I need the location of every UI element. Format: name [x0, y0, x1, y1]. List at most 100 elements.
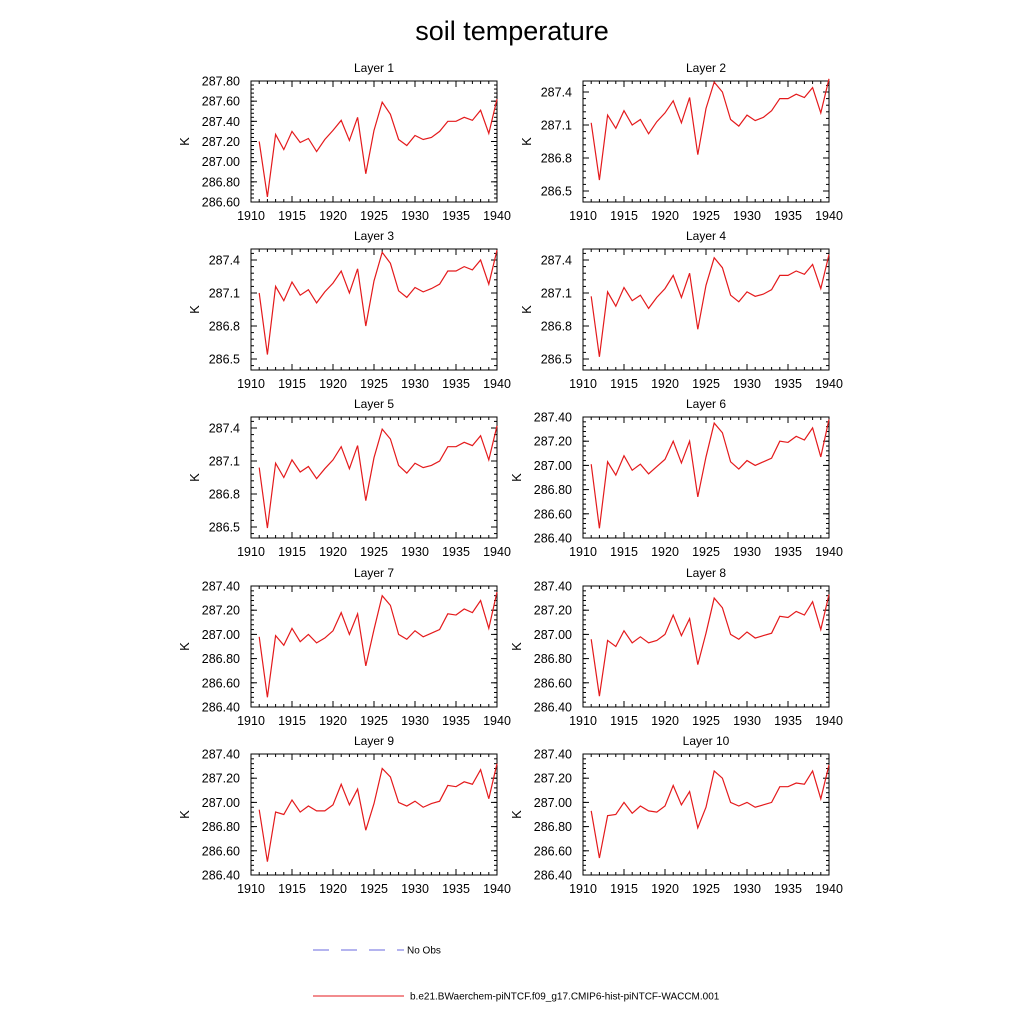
x-tick-label: 1915	[610, 714, 638, 728]
y-tick-label: 286.80	[534, 652, 572, 666]
panel-title: Layer 7	[354, 566, 394, 580]
x-tick-label: 1925	[360, 882, 388, 896]
x-tick-label: 1915	[278, 714, 306, 728]
x-tick-label: 1930	[733, 377, 761, 391]
x-tick-label: 1940	[483, 545, 511, 559]
x-tick-label: 1910	[237, 545, 265, 559]
x-tick-label: 1935	[774, 209, 802, 223]
panel-title: Layer 4	[686, 229, 726, 243]
x-tick-label: 1910	[569, 545, 597, 559]
plot-frame	[250, 248, 498, 371]
x-tick-label: 1930	[733, 882, 761, 896]
x-tick-label: 1915	[610, 377, 638, 391]
y-tick-label: 286.5	[209, 353, 240, 367]
y-tick-label: 287.20	[202, 604, 240, 618]
x-tick-label: 1910	[237, 377, 265, 391]
panel-layer-7: Layer 7 1910 1915 1920 1925 1930 1935 1940 286.4…	[177, 566, 511, 728]
x-tick-label: 1920	[651, 714, 679, 728]
panel-layer-5: Layer 5 1910 1915 1920 1925 1930 1935 1940 286.5…	[187, 397, 511, 559]
x-tick-label: 1910	[569, 714, 597, 728]
y-tick-label: 287.20	[202, 135, 240, 149]
x-tick-label: 1920	[651, 209, 679, 223]
x-tick-label: 1915	[610, 882, 638, 896]
x-tick-label: 1915	[610, 545, 638, 559]
panel-title: Layer 1	[354, 61, 394, 75]
y-tick-label: 287.4	[541, 86, 572, 100]
panel-layer-6: Layer 6 1910 1915 1920 1925 1930 1935 1940 286.4…	[509, 397, 843, 559]
x-tick-label: 1910	[569, 377, 597, 391]
series-line	[590, 254, 830, 357]
x-tick-label: 1910	[569, 882, 597, 896]
panel-title: Layer 5	[354, 397, 394, 411]
x-tick-label: 1935	[774, 882, 802, 896]
panel-title: Layer 2	[686, 61, 726, 75]
x-tick-label: 1940	[483, 209, 511, 223]
series-line	[590, 419, 830, 529]
y-tick-label: 287.1	[541, 287, 572, 301]
x-tick-label: 1940	[483, 882, 511, 896]
y-axis-label: K	[177, 137, 192, 146]
y-tick-label: 286.40	[202, 701, 240, 715]
x-tick-label: 1910	[569, 209, 597, 223]
y-tick-label: 287.40	[202, 748, 240, 762]
x-tick-label: 1910	[237, 209, 265, 223]
series-line	[590, 78, 830, 181]
plot-frame	[250, 753, 498, 876]
y-tick-label: 286.5	[209, 521, 240, 535]
y-tick-label: 287.1	[209, 455, 240, 469]
y-axis-label: K	[177, 642, 192, 651]
x-tick-label: 1940	[815, 209, 843, 223]
chart-panels: Layer 1 1910 1915 1920 1925 1930 1935 1940 286.6…	[177, 61, 843, 896]
panel-title: Layer 10	[683, 734, 730, 748]
y-tick-label: 287.40	[534, 411, 572, 425]
x-tick-label: 1925	[692, 545, 720, 559]
y-tick-label: 286.40	[202, 869, 240, 883]
y-axis-label: K	[519, 305, 534, 314]
x-tick-label: 1930	[733, 714, 761, 728]
x-tick-label: 1930	[401, 882, 429, 896]
panel-layer-10: Layer 10 1910 1915 1920 1925 1930 1935 1940 286.…	[509, 734, 843, 896]
x-tick-label: 1930	[733, 209, 761, 223]
x-tick-label: 1925	[692, 714, 720, 728]
panel-layer-1: Layer 1 1910 1915 1920 1925 1930 1935 1940 286.6…	[177, 61, 511, 223]
y-tick-label: 287.20	[534, 435, 572, 449]
x-tick-label: 1935	[442, 209, 470, 223]
x-tick-label: 1925	[360, 377, 388, 391]
x-tick-label: 1935	[442, 545, 470, 559]
series-line	[258, 763, 498, 862]
panel-layer-4: Layer 4 1910 1915 1920 1925 1930 1935 1940 286.5…	[519, 229, 843, 391]
y-tick-label: 286.5	[541, 353, 572, 367]
y-tick-label: 286.60	[534, 844, 572, 858]
panel-layer-9: Layer 9 1910 1915 1920 1925 1930 1935 1940 286.4…	[177, 734, 511, 896]
panel-title: Layer 9	[354, 734, 394, 748]
panel-title: Layer 6	[686, 397, 726, 411]
y-tick-label: 287.60	[202, 95, 240, 109]
y-tick-label: 286.8	[209, 488, 240, 502]
y-tick-label: 287.00	[534, 459, 572, 473]
x-tick-label: 1930	[401, 377, 429, 391]
x-tick-label: 1930	[401, 209, 429, 223]
x-tick-label: 1915	[278, 377, 306, 391]
x-tick-label: 1915	[278, 545, 306, 559]
series-line	[258, 249, 498, 355]
y-tick-label: 287.4	[209, 254, 240, 268]
x-tick-label: 1940	[483, 377, 511, 391]
y-tick-label: 286.40	[534, 532, 572, 546]
y-tick-label: 287.00	[202, 155, 240, 169]
y-axis-label: K	[509, 473, 524, 482]
x-tick-label: 1935	[774, 714, 802, 728]
y-tick-label: 287.00	[202, 628, 240, 642]
x-tick-label: 1925	[360, 714, 388, 728]
y-tick-label: 287.00	[202, 796, 240, 810]
x-tick-label: 1940	[815, 545, 843, 559]
y-axis-label: K	[177, 810, 192, 819]
y-tick-label: 286.80	[202, 820, 240, 834]
x-tick-label: 1920	[651, 545, 679, 559]
x-tick-label: 1940	[815, 882, 843, 896]
y-tick-label: 287.80	[202, 75, 240, 89]
y-tick-label: 287.1	[541, 119, 572, 133]
x-tick-label: 1920	[319, 209, 347, 223]
y-axis-label: K	[519, 137, 534, 146]
figure-title: soil temperature	[415, 16, 609, 46]
